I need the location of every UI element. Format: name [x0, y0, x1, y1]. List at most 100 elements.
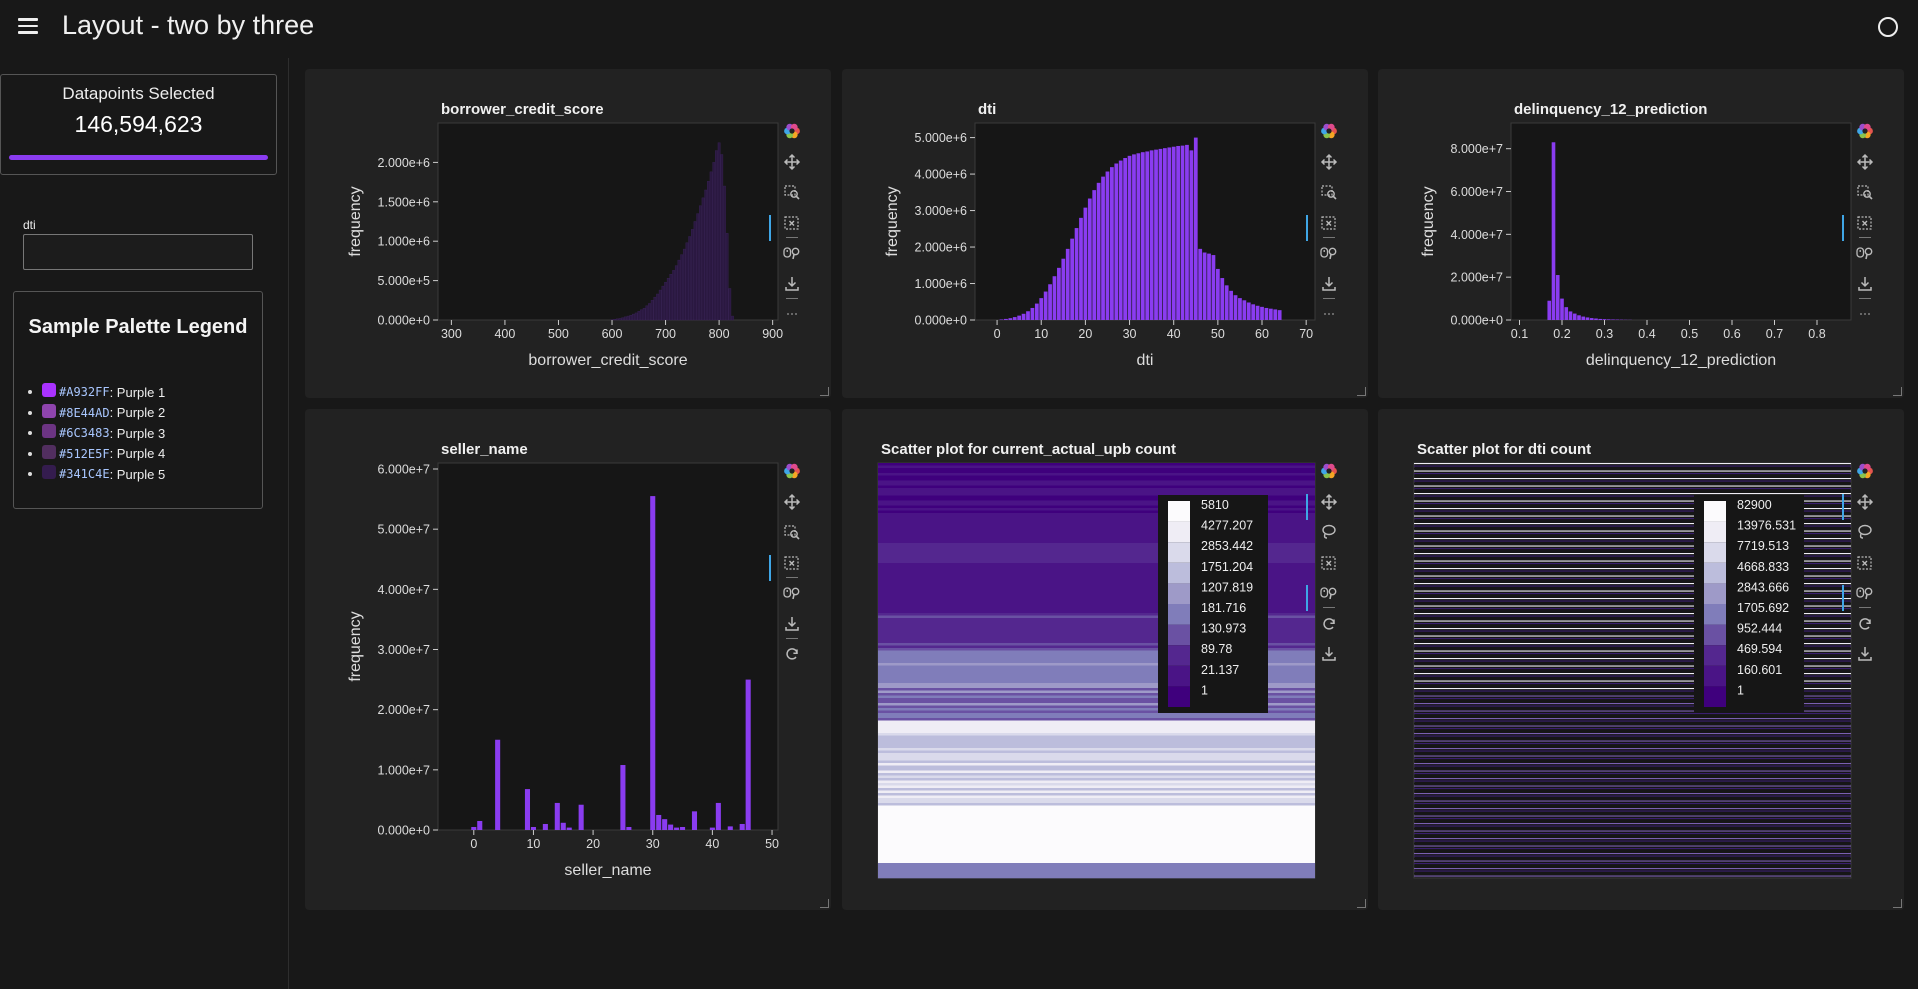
heatmap-raster[interactable] — [1414, 463, 1851, 877]
bar[interactable] — [642, 307, 646, 321]
bar[interactable] — [725, 233, 729, 321]
bar[interactable] — [1167, 147, 1172, 320]
bar[interactable] — [566, 827, 572, 830]
bar[interactable] — [1551, 142, 1556, 320]
resize-handle[interactable] — [1893, 387, 1902, 396]
wheel-zoom-icon[interactable] — [1855, 243, 1875, 263]
bar[interactable] — [1564, 307, 1569, 320]
bar[interactable] — [999, 319, 1004, 320]
bar[interactable] — [666, 278, 670, 321]
bar[interactable] — [1034, 303, 1039, 320]
pan-icon[interactable] — [1842, 492, 1875, 520]
bar[interactable] — [1193, 137, 1198, 320]
wheel-zoom-icon[interactable] — [782, 583, 802, 603]
bar[interactable] — [739, 823, 745, 830]
bar[interactable] — [495, 739, 501, 830]
bar[interactable] — [1589, 318, 1594, 320]
bar[interactable] — [1560, 298, 1564, 320]
bar[interactable] — [1132, 154, 1136, 320]
bar[interactable] — [1057, 267, 1061, 320]
plot-area[interactable] — [437, 462, 779, 831]
bar[interactable] — [1171, 146, 1176, 320]
bar[interactable] — [1246, 302, 1251, 320]
bar[interactable] — [1581, 316, 1586, 320]
bar[interactable] — [693, 221, 697, 321]
bar[interactable] — [1039, 298, 1044, 320]
more-icon[interactable] — [1855, 304, 1875, 324]
reset-icon[interactable] — [782, 644, 802, 664]
bar[interactable] — [1229, 290, 1233, 320]
bar[interactable] — [1176, 145, 1180, 320]
reset-icon[interactable] — [1319, 614, 1339, 634]
bar[interactable] — [1021, 313, 1026, 320]
bar[interactable] — [634, 312, 638, 321]
bar[interactable] — [653, 296, 657, 321]
bar[interactable] — [1065, 248, 1070, 320]
bar[interactable] — [1008, 318, 1013, 320]
bar[interactable] — [1211, 255, 1216, 320]
pan-icon[interactable] — [1855, 152, 1875, 172]
bar[interactable] — [1052, 276, 1057, 320]
bar[interactable] — [650, 496, 656, 830]
bar[interactable] — [477, 820, 483, 830]
bar[interactable] — [1012, 317, 1017, 320]
bokeh-logo-icon[interactable] — [1319, 121, 1339, 141]
bar[interactable] — [696, 213, 700, 321]
bar[interactable] — [662, 819, 668, 830]
bar[interactable] — [699, 205, 702, 321]
bar[interactable] — [669, 274, 673, 321]
bar[interactable] — [682, 248, 686, 321]
bar[interactable] — [1110, 167, 1114, 320]
box-zoom-icon[interactable] — [1855, 182, 1875, 202]
lasso-select-icon[interactable] — [1855, 522, 1875, 542]
box-select-icon[interactable] — [1842, 213, 1875, 241]
bar[interactable] — [1585, 317, 1590, 320]
bar[interactable] — [674, 265, 678, 321]
pan-icon[interactable] — [1319, 152, 1339, 172]
bar[interactable] — [701, 197, 705, 321]
bar[interactable] — [1101, 176, 1105, 320]
bar[interactable] — [727, 826, 733, 830]
bar[interactable] — [1140, 152, 1145, 320]
bar[interactable] — [1026, 311, 1030, 320]
bar[interactable] — [1087, 198, 1092, 320]
heatmap-raster[interactable] — [878, 463, 1315, 879]
bar[interactable] — [637, 311, 641, 321]
bar[interactable] — [1224, 285, 1229, 320]
save-icon[interactable] — [1319, 644, 1339, 664]
bar[interactable] — [1255, 305, 1260, 320]
bar[interactable] — [1202, 252, 1207, 320]
bar[interactable] — [723, 185, 726, 321]
bar[interactable] — [731, 315, 734, 321]
bar[interactable] — [664, 281, 667, 321]
bar[interactable] — [1074, 228, 1079, 320]
bar[interactable] — [661, 285, 665, 321]
bokeh-logo-icon[interactable] — [1855, 121, 1875, 141]
bar[interactable] — [674, 827, 680, 830]
bar[interactable] — [685, 242, 689, 321]
bar[interactable] — [656, 293, 659, 321]
bokeh-logo-icon[interactable] — [1319, 461, 1339, 481]
bar[interactable] — [626, 826, 632, 830]
bar[interactable] — [680, 826, 686, 830]
bar[interactable] — [624, 316, 627, 321]
bar[interactable] — [717, 142, 721, 321]
bar[interactable] — [1079, 217, 1083, 320]
bar[interactable] — [1185, 144, 1189, 320]
bar[interactable] — [1127, 155, 1132, 320]
bar[interactable] — [542, 823, 548, 830]
bar[interactable] — [530, 826, 536, 830]
bar[interactable] — [677, 259, 681, 321]
bar[interactable] — [640, 309, 643, 321]
bar[interactable] — [1268, 308, 1273, 320]
more-icon[interactable] — [1319, 304, 1339, 324]
bar[interactable] — [1606, 319, 1611, 320]
save-icon[interactable] — [1319, 274, 1339, 294]
menu-icon[interactable] — [16, 14, 40, 38]
bar[interactable] — [1189, 150, 1194, 320]
bar[interactable] — [1048, 284, 1052, 320]
bar[interactable] — [626, 315, 630, 321]
bar[interactable] — [691, 811, 698, 830]
bar[interactable] — [1030, 307, 1035, 320]
bar[interactable] — [471, 826, 477, 830]
